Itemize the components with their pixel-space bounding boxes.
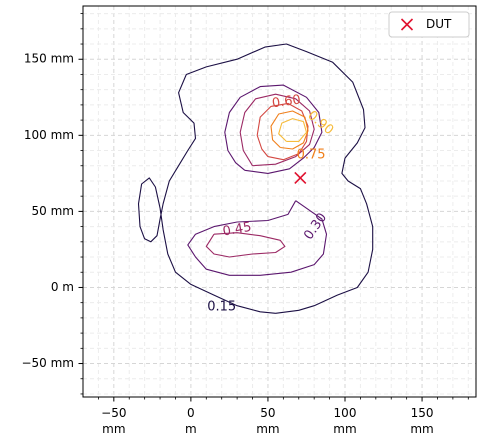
- contour-line-0.30: [187, 200, 328, 276]
- x-tick-label: 150: [411, 406, 434, 420]
- contour-line-0.45: [239, 93, 315, 167]
- x-tick-label: −50: [101, 406, 126, 420]
- x-tick-unit: mm: [102, 422, 125, 436]
- y-tick-label: 150 mm: [24, 52, 74, 66]
- contour-line-0.30: [224, 84, 323, 174]
- y-tick-label: 0 m: [51, 280, 74, 294]
- contour-label-0.75: 0.75: [297, 148, 326, 163]
- contour-lines: [137, 43, 374, 314]
- contour-label-0.90: 0.90: [304, 108, 336, 138]
- contour-label-0.15: 0.15: [207, 300, 236, 315]
- y-tick-label: 100 mm: [24, 128, 74, 142]
- legend-box: [388, 11, 470, 38]
- dut-marker: [294, 171, 307, 184]
- legend-dut-marker: [400, 18, 414, 31]
- contour-line-0.90: [278, 118, 308, 142]
- x-tick-unit: mm: [333, 422, 356, 436]
- axis-ticks: −50 mm 0 m 50 mm 100 mm 150 mm 150 mm 100 mm 50 mm 0 …: [21, 13, 469, 436]
- x-tick-unit: mm: [256, 422, 279, 436]
- axes-frame: [82, 5, 477, 398]
- contour-label-0.60: 0.60: [271, 92, 302, 111]
- y-tick-label: −50 mm: [21, 356, 74, 370]
- contour-line-0.45: [205, 232, 286, 258]
- contour-line-0.75: [270, 110, 309, 150]
- x-tick-label: 50: [260, 406, 275, 420]
- legend-label-dut: DUT: [426, 17, 452, 31]
- grid: [83, 6, 476, 397]
- contour-label-0.45: 0.45: [222, 220, 253, 240]
- legend: DUT: [388, 11, 470, 38]
- x-tick-label: 0: [187, 406, 195, 420]
- x-tick-unit: m: [185, 422, 197, 436]
- contour-line-0.60: [256, 102, 309, 161]
- x-tick-unit: mm: [410, 422, 433, 436]
- contour-line-0.15: [137, 43, 374, 314]
- x-tick-label: 100: [334, 406, 357, 420]
- y-tick-label: 50 mm: [32, 204, 74, 218]
